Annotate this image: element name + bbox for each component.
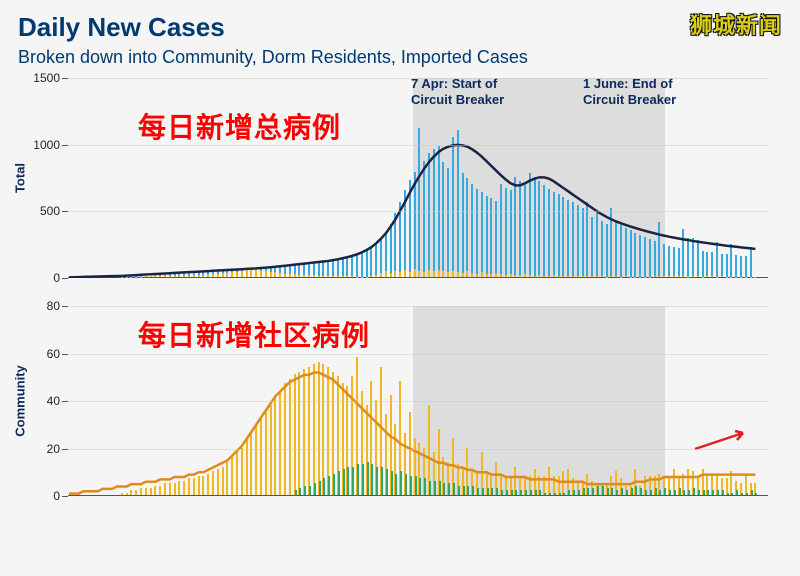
total-plot: 7 Apr: Start of Circuit Breaker 1 June: … bbox=[68, 78, 768, 278]
community-plot: 每日新增社区病例 020406080 bbox=[68, 306, 768, 496]
annotation-end-l2: Circuit Breaker bbox=[583, 92, 676, 107]
page-subtitle: Broken down into Community, Dorm Residen… bbox=[18, 47, 782, 68]
overlay-total-cn: 每日新增总病例 bbox=[138, 106, 341, 146]
total-panel: Total 7 Apr: Start of Circuit Breaker 1 … bbox=[68, 78, 782, 278]
red-arrow-icon bbox=[693, 425, 753, 455]
annotation-start-l2: Circuit Breaker bbox=[411, 92, 504, 107]
watermark: 狮城新闻 bbox=[690, 8, 782, 40]
annotation-end: 1 June: End of Circuit Breaker bbox=[583, 76, 676, 107]
page-title: Daily New Cases bbox=[18, 12, 782, 43]
community-panel: Community 每日新增社区病例 020406080 bbox=[68, 306, 782, 496]
annotation-start: 7 Apr: Start of Circuit Breaker bbox=[411, 76, 504, 107]
overlay-community-cn: 每日新增社区病例 bbox=[138, 314, 370, 354]
charts-container: Total 7 Apr: Start of Circuit Breaker 1 … bbox=[68, 78, 782, 496]
total-ylabel: Total bbox=[13, 163, 28, 193]
